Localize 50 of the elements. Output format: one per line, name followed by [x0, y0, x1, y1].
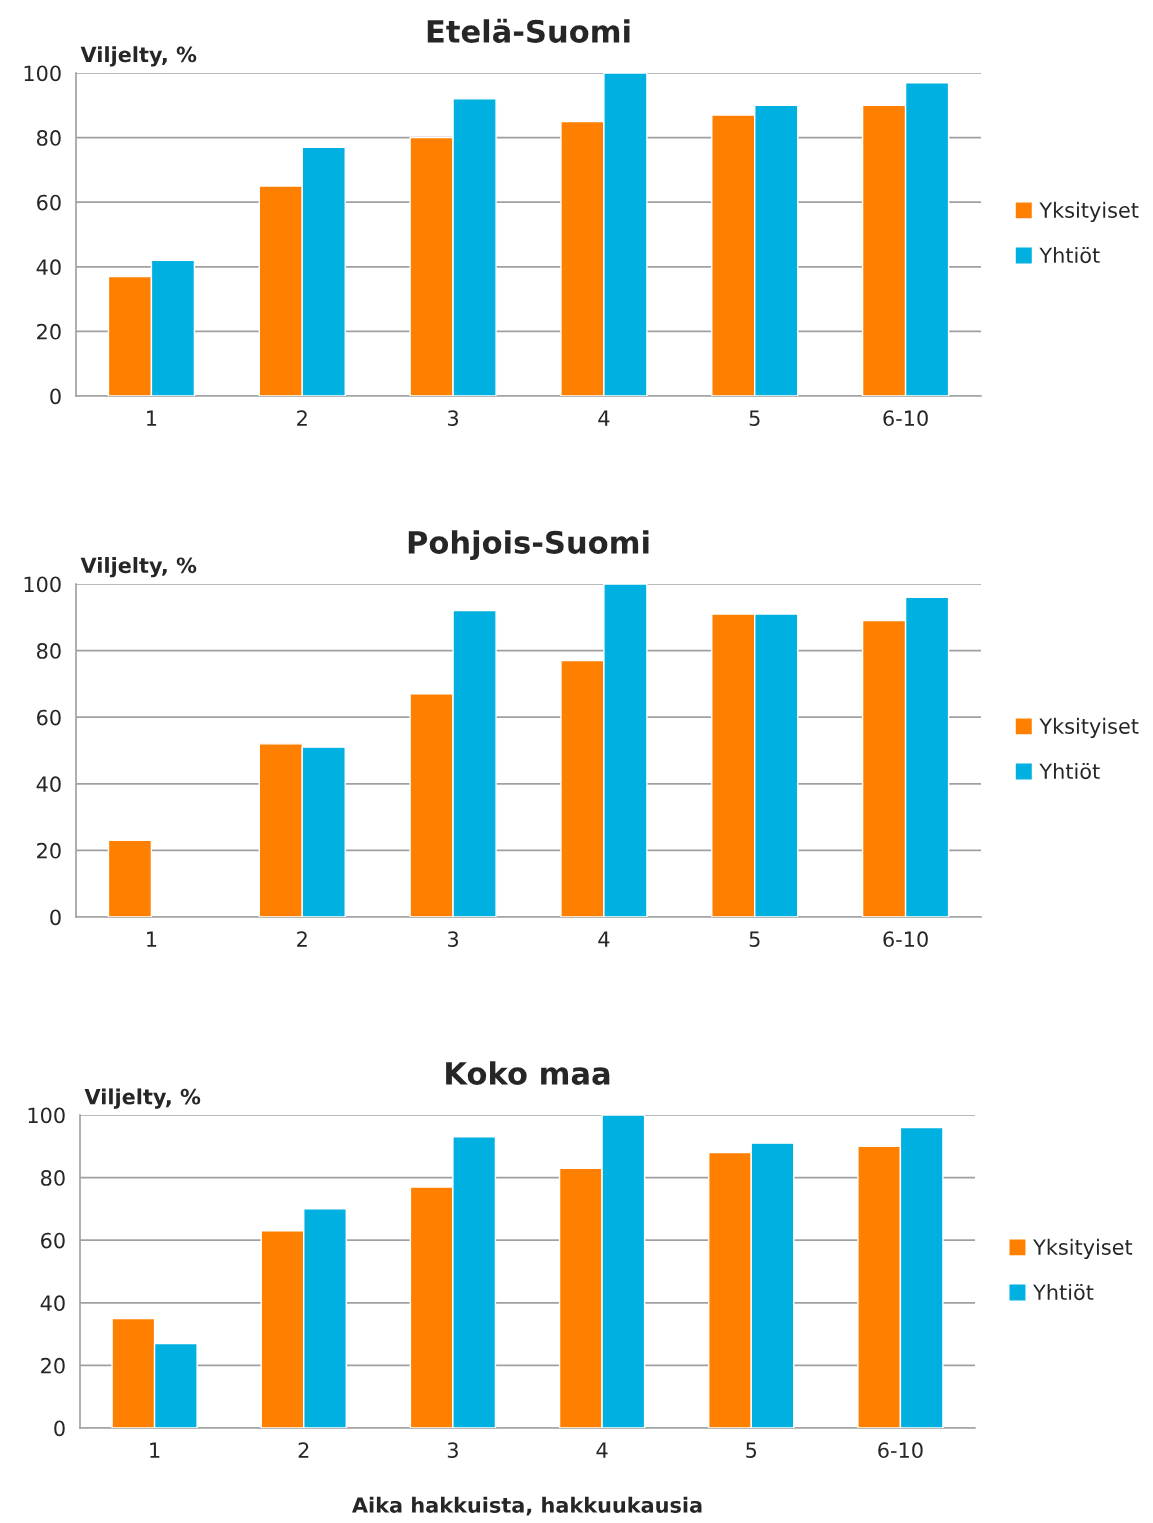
y-tick-label: 60 [41, 1232, 65, 1249]
y-tick-label: 80 [37, 130, 61, 146]
y-tick-label: 40 [36, 259, 61, 276]
x-axis-title: Aika hakkuista, hakkuukausia [352, 1496, 702, 1516]
y-tick-label: 20 [37, 323, 61, 340]
y-tick-label: 100 [28, 1107, 65, 1124]
x-tick-label: 3 [447, 1442, 458, 1459]
x-tick-label: 3 [448, 931, 459, 948]
x-tick-label: 5 [749, 410, 760, 427]
legend-label: Yksityiset [1039, 201, 1139, 222]
legend-label: Yhtiöt [1039, 247, 1100, 264]
y-axis-title: Viljelty, % [80, 46, 197, 67]
x-tick-label: 2 [297, 410, 307, 426]
chart-title: Pohjois-Suomi [408, 530, 649, 561]
y-tick-label: 60 [37, 709, 61, 726]
bar [107, 839, 153, 917]
y-tick-label: 100 [24, 65, 61, 82]
y-tick-label: 0 [50, 909, 61, 926]
y-tick-label: 80 [37, 643, 61, 659]
x-tick-label: 5 [746, 1442, 757, 1459]
y-tick-label: 40 [36, 776, 61, 793]
x-tick-label: 5 [749, 931, 760, 948]
y-tick-label: 20 [37, 842, 61, 859]
x-tick-label: 1 [150, 1442, 160, 1458]
y-tick-label: 60 [37, 194, 61, 211]
x-tick-label: 4 [596, 1442, 608, 1458]
y-axis-title: Viljelty, % [84, 1088, 201, 1109]
x-tick-label: 4 [598, 410, 610, 426]
x-tick-label: 1 [147, 410, 157, 426]
x-tick-label: 2 [298, 1442, 309, 1458]
chart-title: Etelä-Suomi [427, 18, 630, 43]
x-tick-label: 6-10 [883, 410, 928, 427]
y-tick-label: 40 [40, 1295, 65, 1312]
y-tick-label: 0 [50, 388, 61, 405]
x-tick-label: 6-10 [878, 1442, 923, 1459]
y-tick-label: 80 [41, 1170, 65, 1186]
legend-label: Yksityiset [1039, 717, 1139, 738]
legend-label: Yhtiöt [1039, 763, 1100, 780]
legend-label: Yhtiöt [1033, 1284, 1094, 1301]
x-tick-label: 1 [147, 931, 157, 947]
x-tick-label: 6-10 [883, 931, 928, 948]
y-tick-label: 0 [54, 1420, 65, 1437]
chart-title: Koko maa [446, 1061, 610, 1085]
y-tick-label: 100 [24, 576, 61, 593]
y-tick-label: 20 [41, 1357, 65, 1374]
y-axis-title: Viljelty, % [80, 557, 197, 578]
x-tick-label: 3 [448, 410, 459, 427]
x-tick-label: 4 [598, 931, 610, 947]
x-tick-label: 2 [297, 931, 307, 947]
legend-label: Yksityiset [1033, 1238, 1133, 1259]
